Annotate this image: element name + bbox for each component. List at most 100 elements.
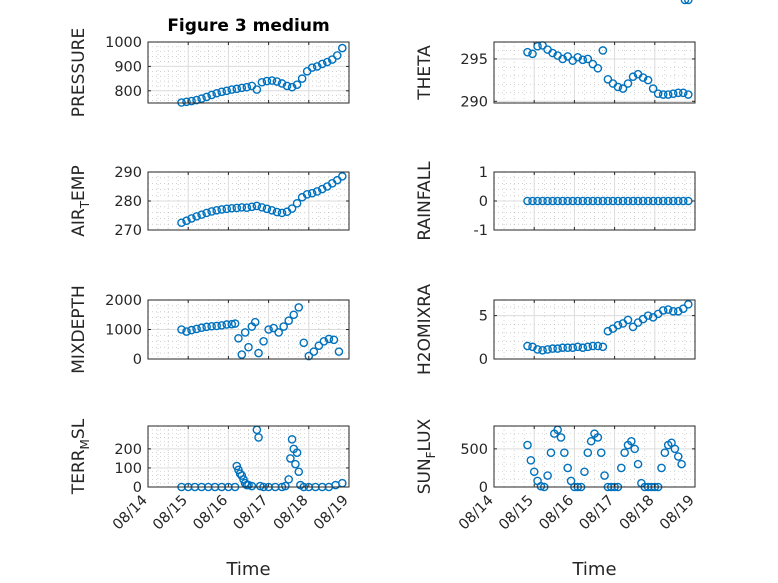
y-axis-label: THETA	[415, 45, 435, 101]
data-point	[202, 208, 211, 218]
major-grid	[493, 42, 696, 103]
y-tick-label: 5	[479, 309, 488, 325]
data-point	[182, 97, 191, 107]
data-point	[247, 202, 257, 212]
data-point	[684, 90, 693, 99]
x-tick-label: 08/19	[311, 493, 352, 534]
data-point	[670, 444, 680, 454]
data-point	[286, 454, 295, 463]
data-point	[324, 334, 334, 344]
data-point	[272, 207, 282, 217]
data-point	[553, 344, 562, 353]
panel-7: 0 100 200 08/14 08/15 08/16 08/17 08/18 08/19 TER…	[69, 418, 352, 580]
data-point	[528, 49, 537, 59]
data-point	[334, 347, 344, 356]
data-point	[287, 204, 297, 213]
data-point	[588, 196, 598, 206]
y-axis-label: PRESSURE	[69, 28, 89, 117]
data-point	[197, 94, 206, 103]
data-point	[279, 322, 288, 331]
data-point	[269, 323, 278, 333]
y-tick-label: 900	[114, 59, 142, 75]
data-point	[264, 325, 273, 334]
data-point	[543, 196, 552, 206]
data-point	[317, 59, 327, 69]
y-tick-label: 0	[133, 352, 142, 368]
data-point	[242, 82, 252, 92]
data-point	[294, 467, 304, 477]
data-point	[227, 85, 237, 94]
data-point	[192, 212, 201, 221]
data-point	[262, 76, 272, 86]
data-point	[538, 196, 547, 206]
y-tick-label: 290	[460, 94, 488, 110]
data-point	[563, 463, 573, 473]
data-point	[234, 334, 243, 343]
data-point	[528, 196, 537, 206]
y-axis-label: SUNFLUX	[415, 418, 438, 494]
data-point	[312, 187, 322, 196]
data-point	[613, 196, 623, 206]
data-point	[294, 303, 304, 312]
data-point	[546, 448, 556, 457]
data-point	[628, 322, 638, 332]
data-point	[230, 319, 240, 328]
data-point	[252, 201, 262, 211]
data-point	[583, 448, 593, 457]
data-point	[257, 77, 267, 87]
y-tick-label: 0	[479, 480, 488, 496]
data-point	[623, 315, 633, 325]
data-point	[277, 79, 287, 88]
data-point	[684, 300, 693, 309]
data-point	[247, 481, 257, 491]
data-point	[523, 341, 532, 351]
data-point	[556, 433, 566, 442]
data-point	[618, 196, 628, 206]
data-point	[630, 444, 640, 454]
data-point	[267, 205, 277, 215]
data-point	[578, 196, 588, 206]
x-tick-label: 08/18	[271, 493, 312, 534]
data-point	[528, 342, 537, 352]
data-point	[182, 327, 191, 336]
data-point	[593, 63, 603, 73]
data-point	[583, 342, 593, 352]
x-tick-label: 08/17	[577, 493, 618, 534]
data-point	[222, 204, 232, 214]
data-point	[212, 321, 221, 331]
data-point	[638, 73, 648, 82]
data-point	[628, 72, 638, 82]
y-tick-label: 1	[479, 165, 488, 181]
data-point	[643, 75, 653, 85]
data-point	[259, 336, 268, 346]
data-point	[623, 79, 633, 88]
data-point	[633, 459, 643, 469]
y-tick-label: 0	[479, 194, 488, 210]
y-tick-label: 280	[114, 194, 142, 210]
panel-3: 270 280 290 AIRTEMP	[69, 165, 350, 239]
series-markers	[177, 172, 347, 228]
data-point	[222, 86, 232, 96]
data-point	[222, 320, 232, 329]
data-point	[292, 199, 302, 208]
data-point	[563, 196, 573, 206]
data-point	[668, 89, 678, 98]
x-tick-label: 08/16	[190, 493, 231, 534]
minor-grid	[148, 300, 349, 359]
data-point	[177, 325, 186, 334]
data-point	[553, 196, 562, 206]
data-point	[573, 342, 583, 352]
chart-title: Figure 3 medium	[167, 16, 329, 36]
data-point	[187, 325, 196, 335]
data-point	[680, 0, 690, 5]
y-tick-label: 2000	[105, 293, 142, 309]
data-point	[603, 326, 613, 336]
data-point	[588, 341, 598, 351]
data-point	[588, 59, 598, 69]
x-tick-label: 08/15	[496, 493, 537, 534]
data-point	[673, 196, 683, 206]
panel-4: -1 0 1 RAINFALL	[415, 161, 696, 241]
x-tick-label: 08/15	[150, 493, 191, 534]
data-point	[322, 57, 332, 67]
data-point	[240, 328, 250, 337]
